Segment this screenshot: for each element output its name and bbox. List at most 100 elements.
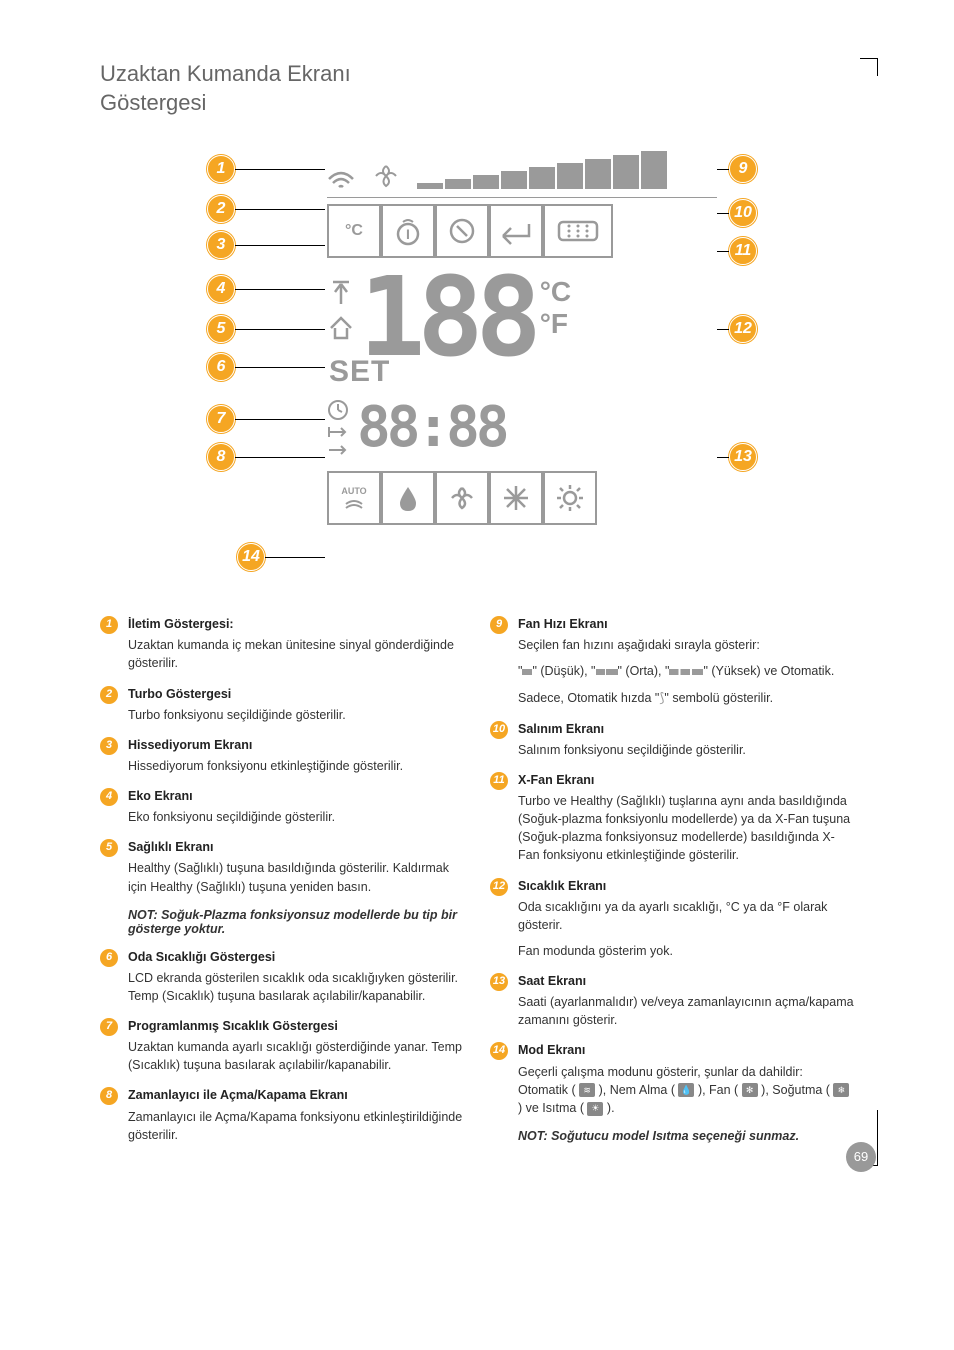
page: Uzaktan Kumanda Ekranı Göstergesi 123456…	[0, 0, 954, 1196]
desc-num: 6	[100, 949, 118, 967]
house-icon	[327, 314, 355, 342]
wifi-icon	[327, 165, 355, 189]
clock-digits: 88:88	[357, 403, 506, 453]
desc-heading: Turbo Göstergesi	[128, 685, 464, 703]
desc-item-12: 12 Sıcaklık Ekranı Oda sıcaklığını ya da a…	[490, 877, 854, 961]
desc-body: Turbo ve Healthy (Sağlıklı) tuşlarına ay…	[518, 792, 854, 865]
eco-icon	[435, 204, 489, 258]
swing-icon	[489, 204, 543, 258]
unit-f-label: °F	[540, 308, 571, 340]
left-column: 1 İletim Göstergesi: Uzaktan kumanda iç me…	[100, 615, 464, 1156]
fan-auto-line: Sadece, Otomatik hızda "⟆" sembolü göste…	[518, 689, 854, 708]
callout-7: 7	[207, 405, 235, 433]
desc-heading: X-Fan Ekranı	[518, 771, 854, 789]
callout-10: 10	[729, 199, 757, 227]
xfan-grid-icon	[543, 204, 613, 258]
svg-text:I: I	[406, 226, 410, 242]
desc-item-5: 5Sağlıklı EkranıHealthy (Sağlıklı) tuşun…	[100, 838, 464, 895]
desc-num: 2	[100, 686, 118, 704]
mode-dry-icon	[381, 471, 435, 525]
temp-digits: 188	[359, 268, 534, 367]
desc-item-10: 10 Salınım Ekranı Salınım fonksiyonu seçil…	[490, 720, 854, 759]
timer-off-icon	[327, 443, 349, 457]
callout-line	[235, 289, 325, 290]
callout-line	[235, 329, 325, 330]
callout-1: 1	[207, 155, 235, 183]
desc-heading: Sağlıklı Ekranı	[128, 838, 464, 856]
desc-heading: Zamanlayıcı ile Açma/Kapama Ekranı	[128, 1086, 464, 1104]
description-columns: 1 İletim Göstergesi: Uzaktan kumanda iç me…	[100, 615, 854, 1156]
desc-num: 11	[490, 772, 508, 790]
desc-num: 12	[490, 878, 508, 896]
right-column: 9 Fan Hızı Ekranı Seçilen fan hızını aşağı…	[490, 615, 854, 1156]
desc-num: 8	[100, 1087, 118, 1105]
callout-11: 11	[729, 237, 757, 265]
mode-cool-icon	[489, 471, 543, 525]
desc-body: Uzaktan kumanda iç mekan ünitesine sinya…	[128, 636, 464, 672]
title-line-2: Göstergesi	[100, 90, 206, 115]
desc-body: Zamanlayıcı ile Açma/Kapama fonksiyonu e…	[128, 1108, 464, 1144]
desc-heading: Eko Ekranı	[128, 787, 464, 805]
clock-icon	[327, 399, 349, 421]
desc-body: Saati (ayarlanmalıdır) ve/veya zamanlayı…	[518, 993, 854, 1029]
desc-body: Geçerli çalışma modunu gösterir, şunlar …	[518, 1063, 854, 1117]
title-line-1: Uzaktan Kumanda Ekranı	[100, 61, 351, 86]
callout-13: 13	[729, 443, 757, 471]
desc-num: 7	[100, 1018, 118, 1036]
desc-body: Healthy (Sağlıklı) tuşuna basıldığında g…	[128, 859, 464, 895]
desc-heading: Programlanmış Sıcaklık Göstergesi	[128, 1017, 464, 1035]
desc-item-6: 6Oda Sıcaklığı GöstergesiLCD ekranda gös…	[100, 948, 464, 1005]
desc-item-11: 11 X-Fan Ekranı Turbo ve Healthy (Sağlıklı…	[490, 771, 854, 865]
desc-num: 10	[490, 721, 508, 739]
timer-on-icon	[327, 425, 349, 439]
callout-line	[235, 457, 325, 458]
lcd-panel: °C I 188 °C °F SET	[327, 145, 717, 585]
note-left: NOT: Soğuk-Plazma fonksiyonsuz modellerd…	[128, 908, 464, 936]
unit-c-label: °C	[540, 276, 571, 308]
mode-auto-icon: AUTO	[327, 471, 381, 525]
desc-heading: Sıcaklık Ekranı	[518, 877, 854, 895]
desc-num: 13	[490, 973, 508, 991]
callout-line	[235, 209, 325, 210]
callout-line	[265, 557, 325, 558]
crop-mark-top	[860, 58, 878, 76]
temp-c-icon: °C	[327, 204, 381, 258]
desc-num: 1	[100, 616, 118, 634]
desc-body2: Fan modunda gösterim yok.	[518, 942, 854, 960]
callout-line	[235, 367, 325, 368]
desc-item-1: 1 İletim Göstergesi: Uzaktan kumanda iç me…	[100, 615, 464, 672]
mode-heat-icon	[543, 471, 597, 525]
desc-body: Seçilen fan hızını aşağıdaki sırayla gös…	[518, 636, 854, 654]
desc-body: Salınım fonksiyonu seçildiğinde gösteril…	[518, 741, 854, 759]
desc-item-14: 14Mod EkranıGeçerli çalışma modunu göste…	[490, 1041, 854, 1117]
desc-body: Eko fonksiyonu seçildiğinde gösterilir.	[128, 808, 464, 826]
desc-item-3: 3Hissediyorum EkranıHissediyorum fonksiy…	[100, 736, 464, 775]
note-right: NOT: Soğutucu model Isıtma seçeneği sunm…	[518, 1129, 854, 1143]
callout-6: 6	[207, 353, 235, 381]
desc-item-9: 9 Fan Hızı Ekranı Seçilen fan hızını aşağı…	[490, 615, 854, 708]
desc-heading: Salınım Ekranı	[518, 720, 854, 738]
remote-display-diagram: 12345678 910111213 14	[207, 145, 747, 585]
callout-2: 2	[207, 195, 235, 223]
callout-line	[235, 169, 325, 170]
desc-num: 3	[100, 737, 118, 755]
desc-body: Uzaktan kumanda ayarlı sıcaklığı gösterd…	[128, 1038, 464, 1074]
desc-body: Hissediyorum fonksiyonu etkinleştiğinde …	[128, 757, 464, 775]
page-number: 69	[846, 1142, 876, 1172]
fan-speed-line: "" (Düşük), "" (Orta), "" (Yüksek) ve Ot…	[518, 662, 854, 680]
desc-heading: Oda Sıcaklığı Göstergesi	[128, 948, 464, 966]
callout-14: 14	[237, 543, 265, 571]
callout-8: 8	[207, 443, 235, 471]
desc-body: Oda sıcaklığını ya da ayarlı sıcaklığı, …	[518, 898, 854, 934]
up-arrow-icon	[327, 280, 355, 308]
callout-9: 9	[729, 155, 757, 183]
desc-item-7: 7 Programlanmış Sıcaklık Göstergesi Uzakta…	[100, 1017, 464, 1074]
desc-num: 4	[100, 788, 118, 806]
page-title: Uzaktan Kumanda Ekranı Göstergesi	[100, 60, 854, 117]
desc-num: 9	[490, 616, 508, 634]
desc-heading: İletim Göstergesi:	[128, 615, 464, 633]
desc-item-4: 4 Eko Ekranı Eko fonksiyonu seçildiğinde g…	[100, 787, 464, 826]
desc-heading: Fan Hızı Ekranı	[518, 615, 854, 633]
fan-icon	[373, 163, 399, 189]
callout-5: 5	[207, 315, 235, 343]
